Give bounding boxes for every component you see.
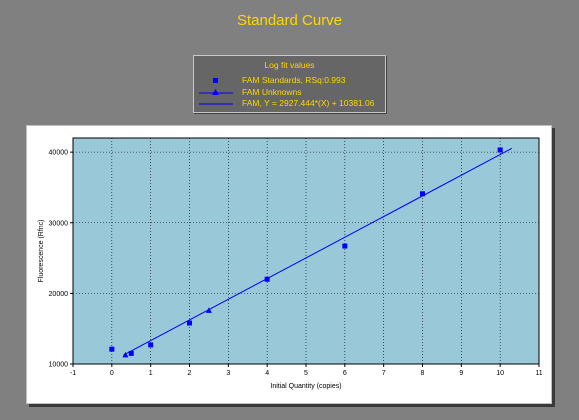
- x-tick-label: 2: [188, 370, 192, 377]
- standard-curve-chart: -1 0 1 2 3 4 5 6 7 8 9 10 11 10000 20000 30000 40000 Ini…: [38, 137, 543, 390]
- x-tick-label: -1: [70, 370, 76, 377]
- standard-point: [420, 191, 425, 197]
- square-icon: [213, 78, 218, 83]
- legend-entry-unknowns: FAM Unknowns: [194, 87, 385, 98]
- x-tick-label: 8: [421, 370, 425, 377]
- line-icon: [199, 103, 233, 105]
- axes: [70, 137, 540, 367]
- legend-entry-standards: FAM Standards, RSq:0.993: [194, 75, 385, 86]
- legend-label-unknowns: FAM Unknowns: [242, 87, 302, 97]
- tick-labels: -1 0 1 2 3 4 5 6 7 8 9 10 11 10000 20000 30000 40000: [49, 150, 543, 377]
- triangle-line-icon: [199, 89, 233, 95]
- standard-point: [187, 320, 192, 326]
- x-tick-label: 11: [535, 370, 542, 377]
- x-tick-label: 5: [304, 370, 308, 377]
- x-tick-label: 3: [226, 370, 230, 377]
- x-tick-label: 4: [265, 370, 269, 377]
- legend-entry-fit: FAM, Y = 2927.444*(X) + 10381.06: [194, 98, 385, 109]
- y-tick-label: 40000: [49, 150, 69, 157]
- x-tick-label: 10: [496, 370, 504, 377]
- y-tick-label: 10000: [49, 362, 69, 369]
- standard-point: [148, 342, 154, 348]
- x-tick-label: 1: [149, 370, 153, 377]
- chart-title: Standard Curve: [236, 12, 343, 29]
- data-series: [109, 147, 513, 358]
- legend-label-fit: FAM, Y = 2927.444*(X) + 10381.06: [242, 98, 375, 108]
- standard-point: [128, 350, 134, 356]
- fit-line: [123, 147, 513, 356]
- x-tick-label: 6: [343, 370, 347, 377]
- x-tick-label: 0: [110, 370, 114, 377]
- standard-point: [264, 276, 270, 282]
- legend-title: Log fit values: [264, 60, 315, 70]
- standard-point: [497, 147, 503, 153]
- y-tick-label: 20000: [49, 291, 69, 298]
- standard-point: [109, 346, 115, 352]
- y-axis-label: Fluorescence (Rfnc): [38, 219, 45, 282]
- x-tick-label: 9: [459, 370, 463, 377]
- plot-frame: -1 0 1 2 3 4 5 6 7 8 9 10 11 10000 20000 30000 40000 Ini…: [26, 125, 552, 404]
- legend: Log fit values FAM Standards, RSq:0.993 …: [193, 55, 386, 113]
- standard-point: [342, 243, 348, 249]
- x-axis-label: Initial Quantity (copies): [270, 383, 341, 390]
- legend-label-standards: FAM Standards, RSq:0.993: [242, 75, 346, 85]
- x-tick-label: 7: [382, 370, 386, 377]
- y-tick-label: 30000: [49, 220, 69, 227]
